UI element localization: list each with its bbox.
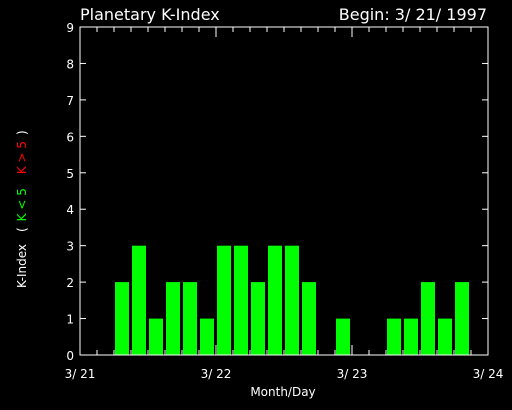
bar-8 bbox=[217, 245, 231, 355]
legend-high: K > 5 bbox=[15, 141, 29, 174]
bar-12 bbox=[285, 245, 299, 355]
bar-21 bbox=[438, 318, 452, 355]
x-tick-label-2: 3/ 23 bbox=[337, 367, 368, 381]
bar-6 bbox=[183, 282, 197, 355]
bar-2 bbox=[115, 282, 129, 355]
bar-20 bbox=[421, 282, 435, 355]
legend-close-paren: ) bbox=[15, 130, 29, 135]
x-tick-label-0: 3/ 21 bbox=[65, 367, 96, 381]
bars-group bbox=[115, 245, 469, 355]
bar-18 bbox=[387, 318, 401, 355]
bar-5 bbox=[166, 282, 180, 355]
bar-4 bbox=[149, 318, 163, 355]
legend-open-paren: ( bbox=[15, 227, 29, 232]
bar-22 bbox=[455, 282, 469, 355]
bar-10 bbox=[251, 282, 265, 355]
bar-9 bbox=[234, 245, 248, 355]
bar-13 bbox=[302, 282, 316, 355]
y-tick-label-2: 2 bbox=[66, 276, 74, 290]
y-tick-label-6: 6 bbox=[66, 130, 74, 144]
bar-7 bbox=[200, 318, 214, 355]
y-axis-label: K-Index bbox=[15, 244, 29, 288]
bar-3 bbox=[132, 245, 146, 355]
y-ticks-group: 0 1 2 3 4 5 6 7 8 9 bbox=[66, 21, 488, 363]
y-axis-label-group: K-Index ( K < 5 K > 5) bbox=[15, 130, 29, 288]
legend-low: K < 5 bbox=[15, 188, 29, 221]
x-ticks-group: 3/ 21 3/ 22 3/ 23 3/ 24 bbox=[65, 27, 504, 381]
x-axis-label: Month/Day bbox=[250, 385, 315, 399]
y-tick-label-4: 4 bbox=[66, 203, 74, 217]
y-tick-label-3: 3 bbox=[66, 240, 74, 254]
x-tick-label-3: 3/ 24 bbox=[473, 367, 504, 381]
y-tick-label-5: 5 bbox=[66, 167, 74, 181]
y-tick-label-8: 8 bbox=[66, 57, 74, 71]
chart-subtitle: Begin: 3/ 21/ 1997 bbox=[339, 5, 487, 24]
y-tick-label-9: 9 bbox=[66, 21, 74, 35]
y-tick-label-1: 1 bbox=[66, 313, 74, 327]
y-tick-label-7: 7 bbox=[66, 94, 74, 108]
bar-19 bbox=[404, 318, 418, 355]
bar-15 bbox=[336, 318, 350, 355]
x-tick-label-1: 3/ 22 bbox=[201, 367, 232, 381]
svg-text:K-Index(K < 5K > 5): K-Index ( K < 5 K > 5) bbox=[15, 130, 29, 288]
chart-title: Planetary K-Index bbox=[80, 5, 220, 24]
y-tick-label-0: 0 bbox=[66, 349, 74, 363]
bar-11 bbox=[268, 245, 282, 355]
